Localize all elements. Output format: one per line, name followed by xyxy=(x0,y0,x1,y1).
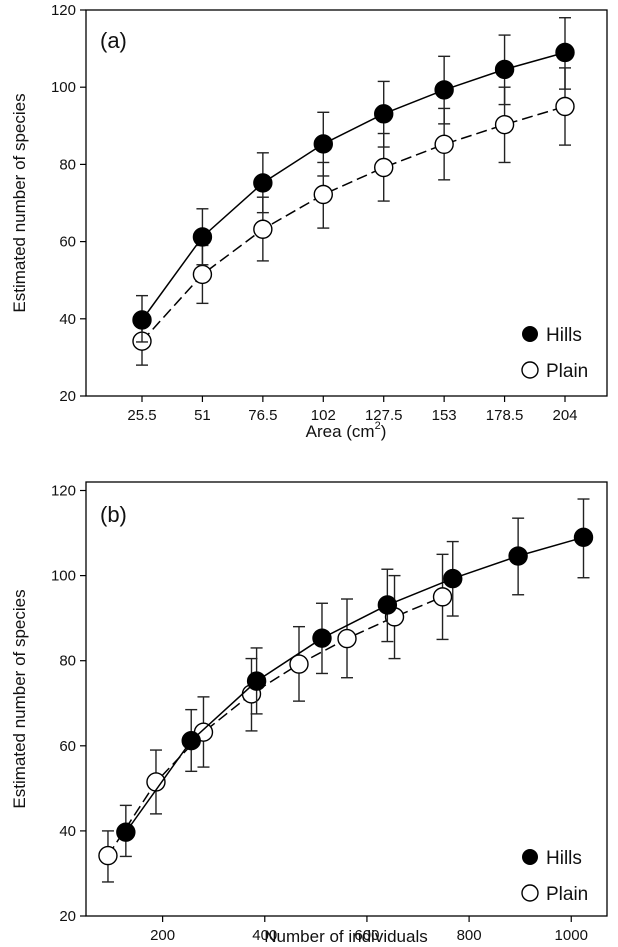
x-tick-label-b: 400 xyxy=(252,927,277,944)
x-axis-title-a-sup: 2 xyxy=(375,420,381,432)
y-tick-label-a: 80 xyxy=(59,156,76,173)
data-point-hills-a xyxy=(374,104,394,124)
x-tick-label-b: 800 xyxy=(457,927,482,944)
x-axis-title-a-end: ) xyxy=(381,422,387,441)
y-axis-title-a: Estimated number of species xyxy=(10,93,29,312)
data-point-plain-a xyxy=(253,219,273,239)
legend-marker-hills-b xyxy=(522,849,538,865)
data-point-hills-a xyxy=(192,227,213,247)
data-point-hills-a xyxy=(132,310,152,330)
legend-label-plain-a: Plain xyxy=(546,361,588,382)
data-series-b xyxy=(98,498,594,883)
legend-a: Hills Plain xyxy=(521,325,588,382)
data-point-hills-b xyxy=(508,546,528,566)
panel-label-a: (a) xyxy=(100,28,127,53)
data-point-plain-b xyxy=(98,845,118,866)
x-tick-label-a: 153 xyxy=(432,407,457,424)
x-axis-title-a: Area (cm2) xyxy=(306,420,387,441)
plot-frame-b xyxy=(85,481,608,917)
data-point-plain-a xyxy=(192,264,213,285)
y-tick-label-b: 20 xyxy=(59,908,76,925)
data-point-plain-a xyxy=(434,134,454,155)
data-point-hills-a xyxy=(313,134,333,154)
x-tick-label-b: 200 xyxy=(150,927,175,944)
legend-label-hills-a: Hills xyxy=(546,325,582,346)
data-point-hills-b xyxy=(443,568,463,589)
x-tick-label-b: 600 xyxy=(354,927,379,944)
legend-marker-plain-a xyxy=(521,361,539,379)
y-tick-label-a: 60 xyxy=(59,234,76,251)
chart-panel-b: (b) Estimated number of species Number o… xyxy=(10,481,608,946)
y-tick-label-b: 100 xyxy=(51,568,76,585)
data-point-hills-b xyxy=(181,730,201,751)
data-point-plain-b xyxy=(289,654,309,674)
legend-marker-plain-b xyxy=(521,884,539,902)
y-tick-label-b: 120 xyxy=(51,483,76,500)
x-tick-label-a: 178.5 xyxy=(486,407,524,424)
x-tick-label-b: 1000 xyxy=(555,927,588,944)
data-point-hills-b xyxy=(573,527,594,548)
x-tick-label-a: 51 xyxy=(194,407,211,424)
data-point-hills-b xyxy=(246,671,267,691)
data-point-plain-b xyxy=(337,628,357,649)
x-tick-label-a: 127.5 xyxy=(365,407,403,424)
y-tick-label-a: 100 xyxy=(51,79,76,96)
y-tick-label-a: 20 xyxy=(59,388,76,405)
data-point-plain-a xyxy=(494,114,515,135)
legend-b: Hills Plain xyxy=(521,848,588,905)
series-line-hills-a xyxy=(141,51,566,321)
data-point-hills-b xyxy=(116,822,136,842)
data-point-hills-b xyxy=(312,628,332,648)
x-axis-title-a-main: Area (cm xyxy=(306,422,375,441)
x-tick-label-a: 76.5 xyxy=(248,407,277,424)
axis-ticks-a: 20 40 60 80 100 120 25.5 51 76.5 102 127.5 153 178.5… xyxy=(51,2,578,424)
y-tick-label-b: 40 xyxy=(59,823,76,840)
data-point-hills-a xyxy=(555,42,575,63)
y-tick-label-b: 80 xyxy=(59,653,76,670)
data-point-plain-a xyxy=(374,157,394,178)
data-point-plain-a xyxy=(555,96,575,117)
y-axis-title-b: Estimated number of species xyxy=(10,589,29,808)
data-point-hills-a xyxy=(434,80,454,100)
data-point-hills-b xyxy=(377,595,398,615)
x-tick-label-a: 204 xyxy=(552,407,577,424)
y-tick-label-a: 40 xyxy=(59,311,76,328)
x-axis-title-b: Number of individuals xyxy=(264,927,427,946)
data-point-hills-a xyxy=(494,59,515,80)
x-tick-label-a: 102 xyxy=(311,407,336,424)
series-line-hills-b xyxy=(125,536,584,833)
y-tick-label-b: 60 xyxy=(59,738,76,755)
legend-label-plain-b: Plain xyxy=(546,884,588,905)
axis-ticks-b: 20 40 60 80 100 120 200 400 600 800 1000 xyxy=(51,483,588,944)
data-point-hills-a xyxy=(253,173,273,193)
x-tick-label-a: 25.5 xyxy=(127,407,156,424)
data-point-plain-b xyxy=(432,587,453,607)
y-tick-label-a: 120 xyxy=(51,2,76,19)
data-series-a xyxy=(132,17,575,366)
legend-marker-hills-a xyxy=(522,326,538,342)
data-point-plain-a xyxy=(313,184,333,205)
chart-panel-a: (a) Estimated number of species Area (cm… xyxy=(10,2,608,441)
series-line-plain-b xyxy=(107,596,443,857)
series-line-plain-a xyxy=(141,105,566,342)
legend-label-hills-b: Hills xyxy=(546,848,582,869)
panel-label-b: (b) xyxy=(100,502,127,527)
plot-frame-a xyxy=(85,9,608,397)
